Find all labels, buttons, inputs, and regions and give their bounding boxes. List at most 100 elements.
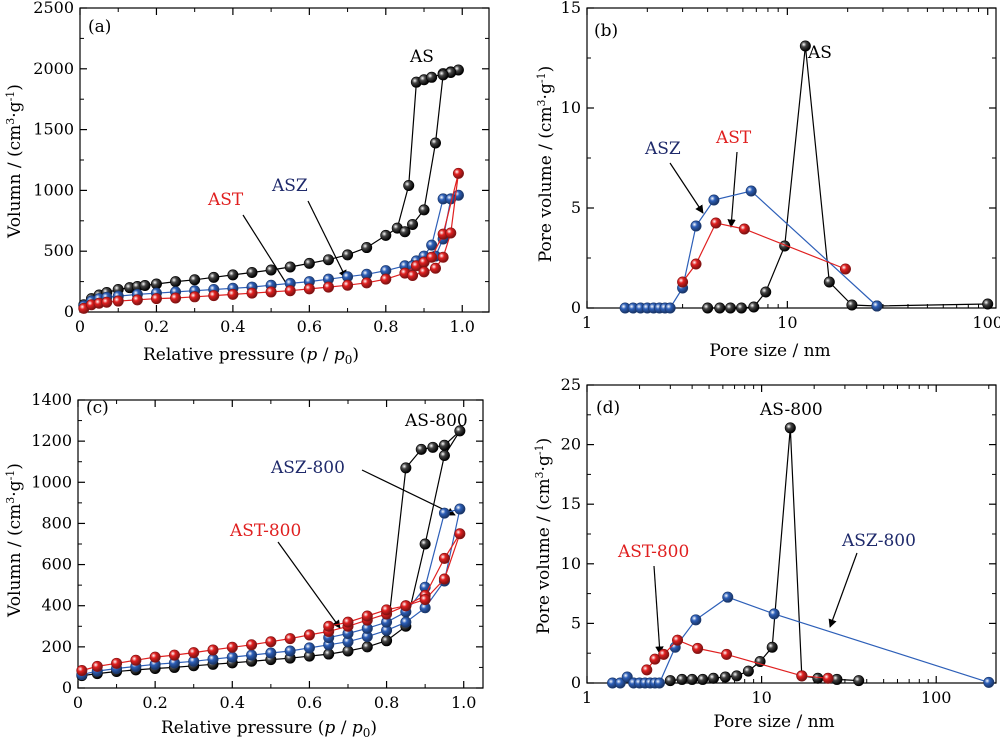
- data-point-as: [139, 279, 151, 291]
- data-point-ast-800: [168, 649, 180, 661]
- data-point-ast: [690, 258, 702, 270]
- x-tick-label: 0: [75, 317, 85, 336]
- data-point-as: [284, 261, 296, 273]
- data-point-as-800: [454, 425, 466, 437]
- series-line-ast: [682, 222, 846, 283]
- panel-d-ylabel: Pore volume / (cm3·g-1): [533, 438, 554, 634]
- x-tick-label: 0.6: [297, 317, 322, 336]
- data-point-ast-800: [658, 648, 670, 660]
- data-point-as-800: [697, 673, 709, 685]
- data-point-as-800: [415, 443, 427, 455]
- panel-c-label: (c): [86, 398, 109, 418]
- data-point-as-800: [784, 422, 796, 434]
- data-point-asz-800: [303, 642, 315, 654]
- data-point-as-800: [686, 673, 698, 685]
- data-point-asz-800: [454, 503, 466, 515]
- data-point-asz: [664, 302, 676, 314]
- panel-b-xlabel: Pore size / nm: [709, 341, 830, 361]
- data-point-asz-800: [400, 616, 412, 628]
- y-tick-label: 5: [571, 613, 581, 632]
- data-point-as-800: [719, 671, 731, 683]
- data-point-as: [714, 302, 726, 314]
- data-point-ast: [342, 279, 354, 291]
- panel-d: (d) Pore size / nm Pore volume / (cm3·g-…: [533, 375, 997, 732]
- data-point-as-800: [731, 670, 743, 682]
- data-point-asz-800: [246, 649, 258, 661]
- data-point-asz-800: [722, 591, 734, 603]
- x-tick-label: 0: [73, 693, 83, 712]
- data-point-ast-800: [649, 653, 661, 665]
- data-point-as-800: [438, 450, 450, 462]
- data-point-as: [702, 302, 714, 314]
- y-tick-label: 0: [62, 678, 72, 697]
- data-point-as: [429, 137, 441, 149]
- data-point-ast: [426, 251, 438, 263]
- data-point-as-800: [381, 635, 393, 647]
- data-point-as: [170, 276, 182, 288]
- data-point-as: [823, 276, 835, 288]
- data-point-ast: [112, 295, 124, 307]
- x-tick-label: 0.2: [144, 317, 169, 336]
- data-point-as: [724, 302, 736, 314]
- series-line-ast-800: [81, 533, 461, 672]
- data-point-as-800: [676, 673, 688, 685]
- data-point-ast-800: [672, 634, 684, 646]
- data-point-as-800: [766, 641, 778, 653]
- data-point-ast: [131, 294, 143, 306]
- y-tick-label: 200: [41, 637, 72, 656]
- data-point-ast: [677, 276, 689, 288]
- data-point-ast-800: [342, 616, 354, 628]
- data-point-asz-800: [438, 507, 450, 519]
- data-point-ast-800: [149, 651, 161, 663]
- annotation-as: AS: [409, 47, 434, 67]
- annotation-as: AS: [807, 43, 832, 63]
- annotation-ast-800: AST-800: [229, 521, 301, 541]
- data-point-ast: [445, 227, 457, 239]
- data-point-ast-800: [130, 654, 142, 666]
- x-tick-label: 1.0: [450, 317, 475, 336]
- data-point-ast: [839, 263, 851, 275]
- y-tick-label: 400: [41, 596, 72, 615]
- annotation-asz-800: ASZ-800: [841, 531, 916, 551]
- y-tick-label: 2000: [33, 59, 74, 78]
- data-point-ast-800: [207, 644, 219, 656]
- series-line-asz-800: [81, 508, 461, 676]
- data-point-ast: [170, 292, 182, 304]
- data-point-as-800: [812, 672, 824, 684]
- annotation-ast-800: AST-800: [617, 542, 689, 562]
- data-point-as: [380, 229, 392, 241]
- x-tick-label: 0.4: [220, 693, 245, 712]
- data-point-as: [342, 249, 354, 261]
- data-point-ast: [322, 281, 334, 293]
- data-point-as: [760, 286, 772, 298]
- x-tick-label: 10: [751, 688, 771, 707]
- series-line-asz: [625, 190, 878, 309]
- y-tick-label: 1200: [31, 431, 72, 450]
- data-point-ast-800: [438, 573, 450, 585]
- data-point-ast-800: [265, 636, 277, 648]
- y-tick-label: 15: [561, 494, 581, 513]
- panel-b-label: (b): [594, 21, 618, 41]
- annotation-ast-arrow: [727, 151, 738, 228]
- annotation-asz-800: ASZ-800: [270, 458, 345, 478]
- data-point-ast-800: [454, 528, 466, 540]
- annotation-as-800: AS-800: [404, 411, 468, 431]
- x-tick-label: 100: [921, 688, 952, 707]
- data-point-ast: [418, 266, 430, 278]
- annotation-asz-800-arrow: [828, 552, 858, 628]
- panel-c: (c) Relative pressure (p / p0) Volumn / …: [4, 390, 484, 739]
- data-point-ast-800: [400, 600, 412, 612]
- data-point-ast: [361, 277, 373, 289]
- data-point-ast: [429, 262, 441, 274]
- panel-c-ylabel: Volumn / (cm3·g-1): [4, 463, 25, 618]
- data-point-as: [399, 226, 411, 238]
- y-tick-label: 1000: [33, 180, 74, 199]
- panel-a-xlabel: Relative pressure (p / p0): [143, 345, 359, 367]
- y-tick-label: 800: [41, 513, 72, 532]
- data-point-asz-800: [265, 647, 277, 659]
- data-point-asz: [745, 185, 757, 197]
- data-point-asz-800: [614, 677, 626, 689]
- y-tick-label: 1000: [31, 472, 72, 491]
- data-point-asz: [871, 300, 883, 312]
- annotation-asz: ASZ: [644, 139, 681, 159]
